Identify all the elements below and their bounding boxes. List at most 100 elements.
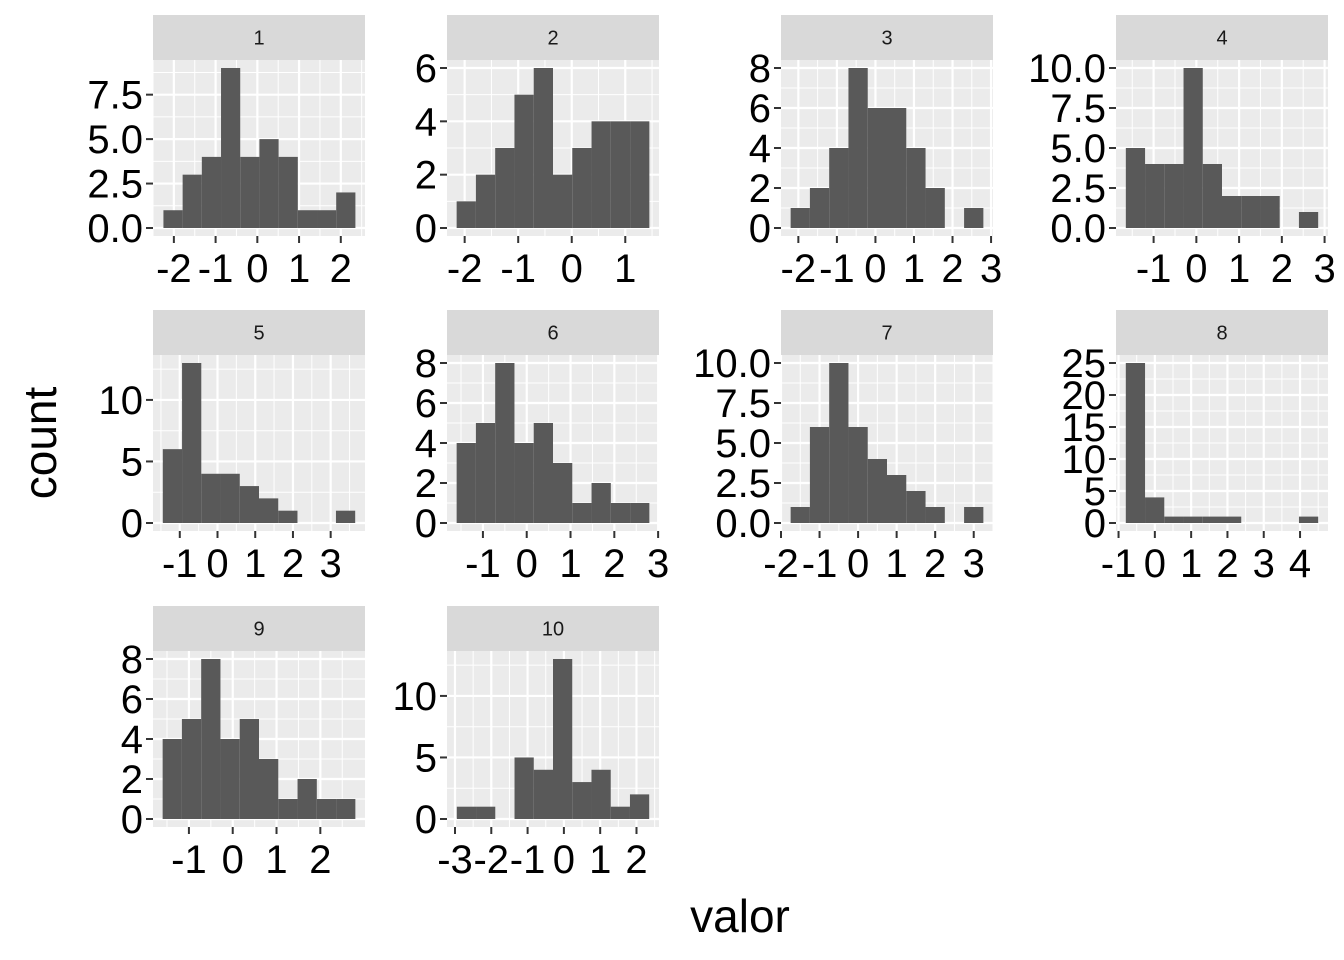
y-tick-label: 0	[415, 798, 437, 842]
histogram-bar	[867, 108, 887, 228]
histogram-bar	[1241, 196, 1261, 228]
histogram-bar	[790, 507, 810, 523]
facet-strip-label: 3	[881, 28, 892, 50]
histogram-bar	[610, 121, 631, 228]
histogram-bar	[829, 148, 849, 228]
y-tick-label: 10.0	[1028, 47, 1106, 91]
x-tick-label: -2	[763, 542, 799, 586]
histogram-bar	[906, 491, 926, 523]
histogram-bar	[336, 799, 356, 819]
y-tick-label: 0	[121, 502, 143, 546]
facet-strip	[1116, 310, 1328, 355]
x-tick-label: 1	[288, 247, 310, 291]
y-tick-label: 0	[121, 798, 143, 842]
histogram-bar	[572, 148, 592, 228]
y-tick-label: 8	[415, 342, 437, 386]
y-tick-label: 0	[415, 502, 437, 546]
facet-strip	[447, 15, 659, 60]
histogram-bar	[1202, 164, 1222, 228]
histogram-bar	[809, 188, 830, 228]
facet-strip	[781, 15, 993, 60]
x-tick-label: 2	[330, 247, 352, 291]
facet-strip	[1116, 15, 1328, 60]
facet-strip-label: 1	[253, 28, 264, 50]
histogram-bar	[182, 363, 202, 523]
x-tick-label: 0	[553, 838, 575, 882]
histogram-bar	[1298, 516, 1319, 523]
x-tick-label: 0	[206, 542, 228, 586]
y-tick-label: 6	[415, 382, 437, 426]
y-tick-label: 20	[1062, 374, 1107, 418]
x-tick-label: 1	[903, 247, 925, 291]
x-tick-label: -3	[437, 838, 473, 882]
histogram-bar	[906, 148, 926, 228]
x-tick-label: 2	[309, 838, 331, 882]
x-tick-label: 1	[1228, 247, 1250, 291]
histogram-bar	[553, 174, 573, 228]
histogram-bar	[182, 174, 202, 228]
histogram-bar	[239, 719, 259, 819]
histogram-bar	[964, 208, 984, 228]
histogram-bar	[259, 498, 279, 523]
x-tick-label: -1	[171, 838, 207, 882]
x-tick-label: 0	[516, 542, 538, 586]
histogram-bar	[809, 427, 830, 523]
y-tick-label: 10.0	[693, 342, 771, 386]
histogram-bar	[591, 769, 611, 819]
histogram-bar	[297, 779, 317, 819]
histogram-bar	[1183, 68, 1203, 228]
x-tick-label: -2	[473, 838, 509, 882]
histogram-bar	[790, 208, 810, 228]
y-tick-label: 7.5	[87, 74, 143, 118]
histogram-bar	[201, 473, 221, 523]
x-tick-label: -1	[465, 542, 501, 586]
y-tick-label: 10	[393, 675, 438, 719]
histogram-bar	[572, 782, 592, 819]
histogram-bar	[1222, 196, 1242, 228]
facet-panel-1: 10.02.55.07.5-2 -1 0 1 2	[87, 15, 365, 291]
histogram-bar	[220, 739, 240, 819]
histogram-bar	[259, 139, 279, 228]
x-tick-label: 3	[963, 542, 985, 586]
histogram-bar	[1164, 516, 1184, 523]
histogram-bar	[163, 210, 183, 228]
histogram-bar	[1260, 196, 1280, 228]
y-tick-label: 2.5	[87, 163, 143, 207]
histogram-bar	[591, 483, 611, 523]
histogram-bar	[336, 192, 356, 228]
x-tick-label: -1	[198, 247, 234, 291]
facet-strip	[153, 606, 365, 651]
x-tick-label: 3	[320, 542, 342, 586]
histogram-bar	[316, 799, 337, 819]
histogram-bar	[829, 363, 849, 523]
histogram-bar	[162, 739, 182, 819]
histogram-bar	[201, 659, 221, 819]
x-tick-label: 2	[924, 542, 946, 586]
x-tick-label: -1	[802, 542, 838, 586]
histogram-bar	[456, 806, 477, 819]
y-axis-title: count	[14, 387, 66, 500]
x-tick-label: 0	[864, 247, 886, 291]
histogram-bar	[475, 423, 496, 523]
histogram-bar	[533, 769, 553, 819]
histogram-bar	[495, 363, 515, 523]
y-tick-label: 2.5	[1050, 167, 1106, 211]
facet-strip	[153, 15, 365, 60]
y-tick-label: 0	[749, 207, 771, 251]
x-tick-label: -2	[781, 247, 817, 291]
histogram-bar	[181, 719, 202, 819]
facet-strip	[447, 606, 659, 651]
histogram-bar	[476, 806, 496, 819]
x-tick-label: 0	[847, 542, 869, 586]
x-tick-label: -1	[162, 542, 198, 586]
histogram-bar	[239, 486, 259, 523]
y-tick-label: 0.0	[715, 502, 771, 546]
histogram-bar	[630, 121, 650, 228]
x-tick-label: -1	[1101, 542, 1137, 586]
facet-strip	[153, 310, 365, 355]
facet-strip-label: 7	[881, 323, 892, 345]
